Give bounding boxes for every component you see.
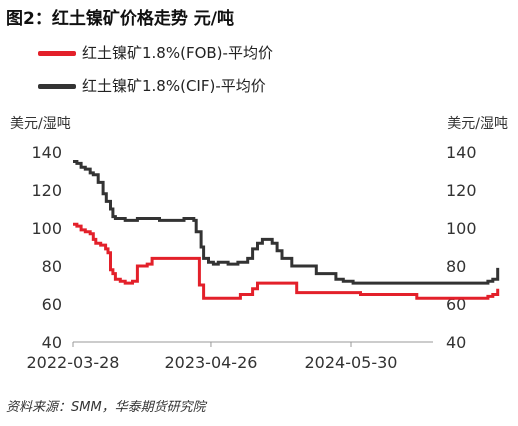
legend-label-fob: 红土镍矿1.8%(FOB)-平均价 (82, 44, 273, 62)
y-tick-left-100: 100 (31, 219, 62, 238)
legend-swatch-cif (38, 84, 76, 89)
x-tick-label-1: 2023-04-26 (164, 353, 257, 372)
y-tick-right-40: 40 (446, 333, 466, 352)
left-axis-unit: 美元/湿吨 (10, 116, 71, 132)
y-tick-left-140: 140 (31, 143, 62, 162)
y-tick-right-140: 140 (446, 143, 477, 162)
legend-label-cif: 红土镍矿1.8%(CIF)-平均价 (82, 77, 266, 95)
right-axis-unit: 美元/湿吨 (447, 116, 508, 132)
series-line-cif (73, 160, 500, 285)
legend-swatch-fob (38, 51, 76, 56)
legend-item-cif: 红土镍矿1.8%(CIF)-平均价 (38, 75, 266, 96)
y-tick-right-100: 100 (446, 219, 477, 238)
x-tick-label-2: 2024-05-30 (305, 353, 398, 372)
y-tick-left-40: 40 (42, 333, 62, 352)
y-tick-right-120: 120 (446, 181, 477, 200)
chart-title: 图2：红土镍矿价格走势 元/吨 (6, 9, 234, 29)
y-tick-left-60: 60 (42, 295, 62, 314)
x-tick-label-0: 2022-03-28 (27, 353, 120, 372)
y-tick-right-80: 80 (446, 257, 466, 276)
legend-item-fob: 红土镍矿1.8%(FOB)-平均价 (38, 42, 273, 63)
y-tick-left-80: 80 (42, 257, 62, 276)
source-note: 资料来源：SMM，华泰期货研究院 (6, 400, 206, 415)
y-tick-left-120: 120 (31, 181, 62, 200)
series-line-fob (73, 222, 500, 300)
